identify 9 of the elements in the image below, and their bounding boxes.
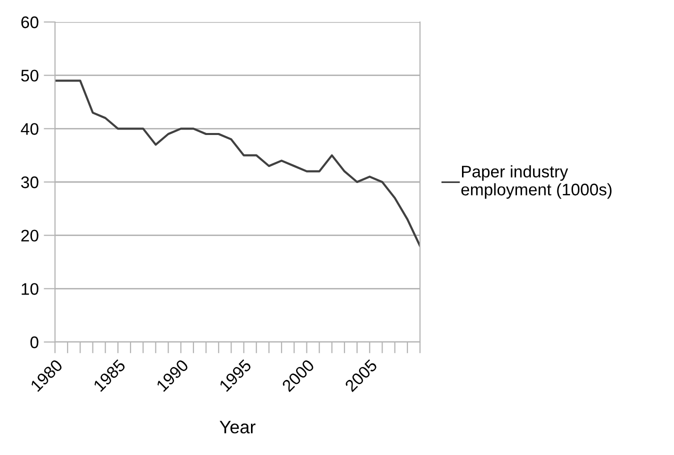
y-tick-label: 0 [30,336,38,348]
y-tick-label: 60 [21,16,38,28]
legend-label: Paper industry employment (1000s) [461,165,612,199]
y-tick-label: 30 [21,176,38,188]
y-tick-label: 40 [20,123,38,135]
x-axis-title: Year [220,420,256,434]
y-tick-label: 10 [22,283,38,295]
y-tick-label: 20 [21,230,38,242]
y-tick-label: 50 [21,70,38,82]
